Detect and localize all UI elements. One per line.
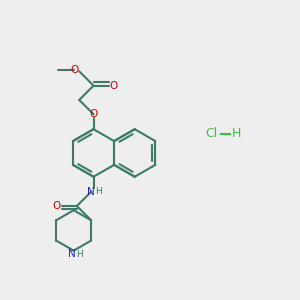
Text: O: O bbox=[110, 81, 118, 91]
Text: N: N bbox=[68, 250, 76, 260]
Text: O: O bbox=[89, 109, 98, 119]
Text: Cl: Cl bbox=[205, 127, 217, 140]
Text: H: H bbox=[76, 250, 83, 259]
Text: H: H bbox=[95, 187, 102, 196]
Text: N: N bbox=[87, 187, 95, 197]
Text: H: H bbox=[232, 127, 241, 140]
Text: O: O bbox=[70, 65, 79, 75]
Text: O: O bbox=[52, 201, 61, 211]
